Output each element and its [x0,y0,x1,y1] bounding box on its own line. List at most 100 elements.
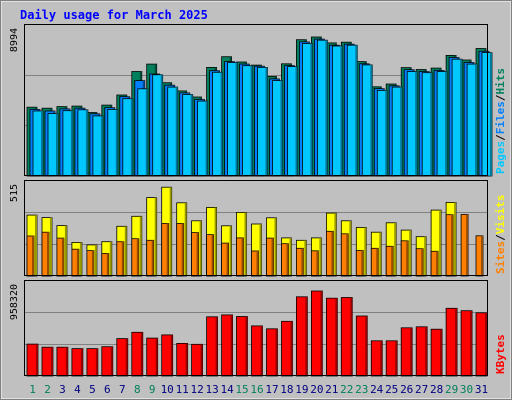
bar-shade [350,297,353,376]
x-tick-day-13: 13 [205,383,218,396]
x-tick-day-12: 12 [190,383,203,396]
bar-shade [41,111,43,176]
plot-frame [24,180,488,276]
x-tick-day-5: 5 [89,383,96,396]
bar-shade [470,310,473,376]
bar-shade [301,248,304,276]
plot-frame [24,280,488,376]
series-label-part: Files [494,101,507,134]
bar-shade [130,98,133,176]
bar-shade [230,314,233,376]
bar-shade [256,251,259,276]
bar-shade [316,250,319,276]
bar-shade [229,225,232,276]
bar-shade [280,80,283,176]
bar-shade [274,217,277,276]
bar-shade [355,45,358,177]
bar-shade [466,214,469,276]
bar-shade [151,240,154,276]
bar-shade [370,64,373,176]
bar-shade [439,210,442,276]
bar-shade [166,223,169,276]
bar-shade [290,321,293,376]
bar-shade [361,250,364,276]
x-tick-day-25: 25 [385,383,398,396]
bar-shade [380,340,383,376]
bar-shade [259,224,262,276]
bar-shade [50,217,52,276]
bar-shade [80,348,83,376]
bar-shade [160,74,163,176]
bar-shade [481,235,483,276]
x-tick-day-1: 1 [29,383,36,396]
bar-shade [250,65,253,176]
x-tick-day-15: 15 [235,383,248,396]
bar-shade [51,347,53,376]
x-tick-day-24: 24 [370,383,384,396]
bar-shade [436,251,439,276]
bar-shade [215,316,218,376]
bar-shade [140,332,143,376]
bar-shade [454,202,457,276]
bar-shade [340,46,343,176]
series-label-part: / [494,94,507,101]
bar-shade [331,231,334,276]
bar-shade [100,115,103,176]
bar-shade [391,246,394,276]
x-tick-day-4: 4 [74,383,81,396]
x-tick-day-14: 14 [220,383,234,396]
x-tick-day-8: 8 [134,383,141,396]
series-label: Sites/Visits [494,195,507,275]
bar-shade [36,344,38,376]
bar-shade [110,346,113,376]
bar-shade [196,232,199,276]
bar-shade [155,338,158,376]
x-tick-day-18: 18 [280,383,293,396]
bar-shade [485,312,487,376]
x-tick-day-23: 23 [355,383,368,396]
series-label-part: / [494,134,507,141]
bar-shade [190,94,193,176]
y-max-label: 515 [9,184,20,202]
x-tick-day-26: 26 [400,383,413,396]
bar-shade [275,328,278,376]
x-tick-day-22: 22 [340,383,353,396]
bar-shade [205,101,208,176]
bar-shade [76,249,79,276]
series-label-part: Sites [494,241,507,274]
bar-shade [139,216,142,276]
x-tick-day-28: 28 [430,383,443,396]
bar-shade [220,72,223,176]
bar-shade [244,212,247,276]
bar-shade [260,325,263,376]
series-label-part: Visits [494,195,507,235]
bar-shade [400,87,403,176]
x-tick-day-6: 6 [104,383,111,396]
bar-shade [115,109,118,176]
bar-shade [175,87,178,176]
x-tick-day-30: 30 [460,383,473,396]
bar-shade [106,253,109,276]
bar-shade [334,213,337,276]
x-tick-day-10: 10 [161,383,174,396]
bar-shade [406,240,409,276]
series-label-part: Hits [494,68,507,95]
bar-shade [440,329,443,376]
bar-shade [64,225,67,276]
bar-shade [364,227,367,276]
bar-shade [394,222,397,276]
bar-shade [170,334,173,376]
bar-shade [61,238,64,276]
bar-shade [241,237,244,276]
bar-shade [295,66,298,176]
x-tick-day-16: 16 [250,383,263,396]
bar-shade [145,88,148,176]
bar-shade [410,327,413,376]
bar-shade [35,215,37,276]
bar-shade [385,90,388,176]
bar-shade [245,316,248,376]
bar-shade [109,241,112,276]
x-tick-day-7: 7 [119,383,126,396]
bar-shade [70,110,73,176]
bar-shade [421,248,424,276]
